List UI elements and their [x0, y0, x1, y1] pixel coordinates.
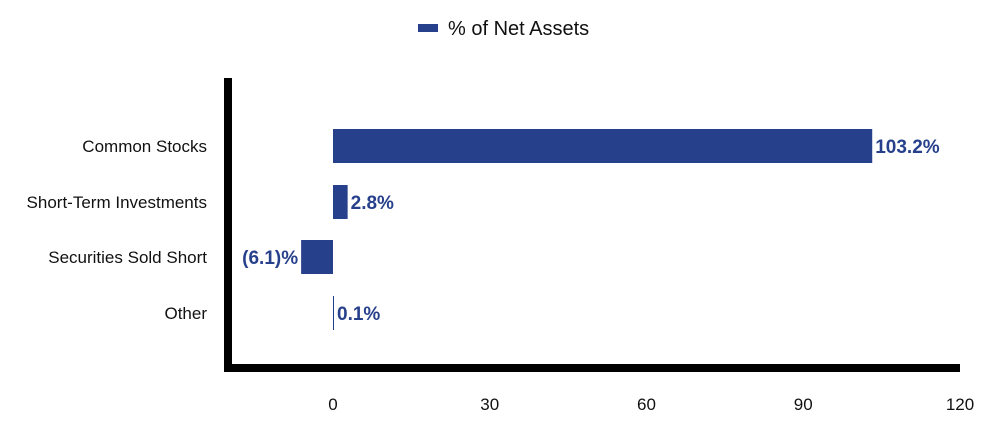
category-label: Common Stocks: [82, 137, 207, 156]
x-tick-label: 90: [794, 395, 813, 414]
data-label: 0.1%: [337, 304, 380, 325]
x-tick-labels: 0 30 60 90 120: [328, 395, 974, 414]
category-label: Other: [164, 304, 207, 323]
data-labels: 103.2% 2.8% (6.1)% 0.1%: [242, 137, 940, 325]
legend: % of Net Assets: [418, 18, 589, 40]
bar: [301, 240, 333, 274]
x-tick-label: 120: [946, 395, 974, 414]
bar: [333, 296, 334, 330]
data-label: 103.2%: [875, 137, 940, 158]
bar: [333, 129, 873, 163]
legend-swatch: [418, 24, 438, 32]
data-label: 2.8%: [351, 193, 394, 214]
data-label: (6.1)%: [242, 248, 298, 269]
category-labels: Common Stocks Short-Term Investments Secur…: [27, 137, 208, 323]
category-label: Short-Term Investments: [27, 193, 207, 212]
x-tick-label: 60: [637, 395, 656, 414]
legend-label: % of Net Assets: [448, 18, 589, 40]
bars-group: [301, 129, 873, 330]
category-label: Securities Sold Short: [48, 248, 207, 267]
x-tick-label: 30: [480, 395, 499, 414]
bar: [333, 185, 348, 219]
x-tick-label: 0: [328, 395, 337, 414]
